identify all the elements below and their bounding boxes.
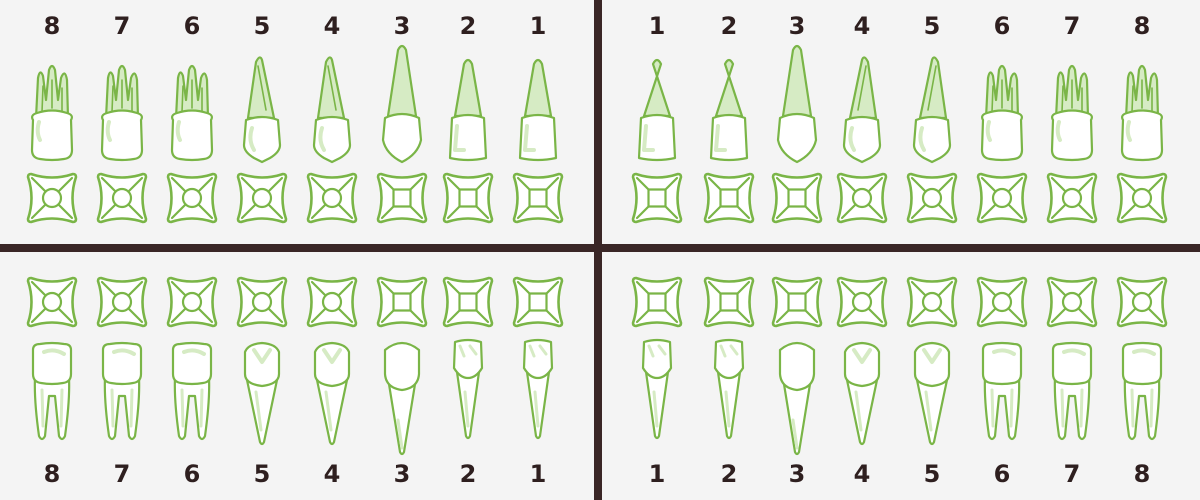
tooth-number-label: 1	[529, 12, 547, 40]
tooth-lower-left-5	[906, 276, 958, 446]
tooth-upper-left-5	[906, 56, 958, 224]
tooth-number-label: 6	[183, 460, 201, 488]
tooth-number-label: 2	[720, 460, 738, 488]
tooth-number-label: 3	[393, 460, 411, 488]
tooth-upper-right-5	[236, 56, 288, 224]
tooth-number-label: 4	[323, 12, 341, 40]
tooth-upper-right-6	[166, 64, 218, 224]
tooth-number-label: 4	[323, 460, 341, 488]
tooth-number-label: 8	[43, 460, 61, 488]
tooth-upper-left-7	[1046, 64, 1098, 224]
tooth-number-label: 4	[853, 12, 871, 40]
tooth-number-label: 6	[993, 460, 1011, 488]
tooth-upper-right-8	[26, 64, 78, 224]
tooth-upper-left-8	[1116, 64, 1168, 224]
tooth-number-label: 3	[393, 12, 411, 40]
tooth-number-label: 7	[113, 12, 131, 40]
tooth-upper-right-7	[96, 64, 148, 224]
tooth-number-label: 3	[788, 460, 806, 488]
tooth-lower-left-6	[976, 276, 1028, 441]
tooth-upper-left-6	[976, 64, 1028, 224]
tooth-number-label: 8	[43, 12, 61, 40]
tooth-number-label: 5	[923, 460, 941, 488]
tooth-number-label: 2	[720, 12, 738, 40]
tooth-upper-right-3	[376, 44, 428, 224]
tooth-number-label: 5	[253, 460, 271, 488]
tooth-upper-left-2	[703, 58, 755, 224]
tooth-lower-right-4	[306, 276, 358, 446]
tooth-upper-right-4	[306, 56, 358, 224]
tooth-lower-right-3	[376, 276, 428, 456]
tooth-number-label: 5	[923, 12, 941, 40]
tooth-lower-right-6	[166, 276, 218, 441]
tooth-lower-left-7	[1046, 276, 1098, 441]
tooth-number-label: 8	[1133, 460, 1151, 488]
tooth-upper-left-4	[836, 56, 888, 224]
tooth-upper-right-2	[442, 58, 494, 224]
tooth-number-label: 7	[1063, 12, 1081, 40]
tooth-lower-right-2	[442, 276, 494, 440]
tooth-lower-right-1	[512, 276, 564, 440]
tooth-number-label: 6	[993, 12, 1011, 40]
tooth-lower-left-4	[836, 276, 888, 446]
tooth-number-label: 4	[853, 460, 871, 488]
tooth-lower-right-5	[236, 276, 288, 446]
tooth-number-label: 7	[113, 460, 131, 488]
tooth-number-label: 5	[253, 12, 271, 40]
tooth-upper-left-1	[631, 58, 683, 224]
tooth-lower-left-2	[703, 276, 755, 440]
tooth-number-label: 1	[648, 460, 666, 488]
tooth-lower-right-7	[96, 276, 148, 441]
tooth-number-label: 1	[529, 460, 547, 488]
horizontal-divider	[0, 244, 1200, 252]
tooth-lower-right-8	[26, 276, 78, 441]
tooth-upper-right-1	[512, 58, 564, 224]
tooth-number-label: 2	[459, 12, 477, 40]
tooth-number-label: 8	[1133, 12, 1151, 40]
tooth-lower-left-8	[1116, 276, 1168, 441]
tooth-number-label: 2	[459, 460, 477, 488]
tooth-number-label: 3	[788, 12, 806, 40]
tooth-number-label: 6	[183, 12, 201, 40]
tooth-number-label: 1	[648, 12, 666, 40]
tooth-lower-left-3	[771, 276, 823, 456]
tooth-upper-left-3	[771, 44, 823, 224]
tooth-number-label: 7	[1063, 460, 1081, 488]
tooth-lower-left-1	[631, 276, 683, 440]
